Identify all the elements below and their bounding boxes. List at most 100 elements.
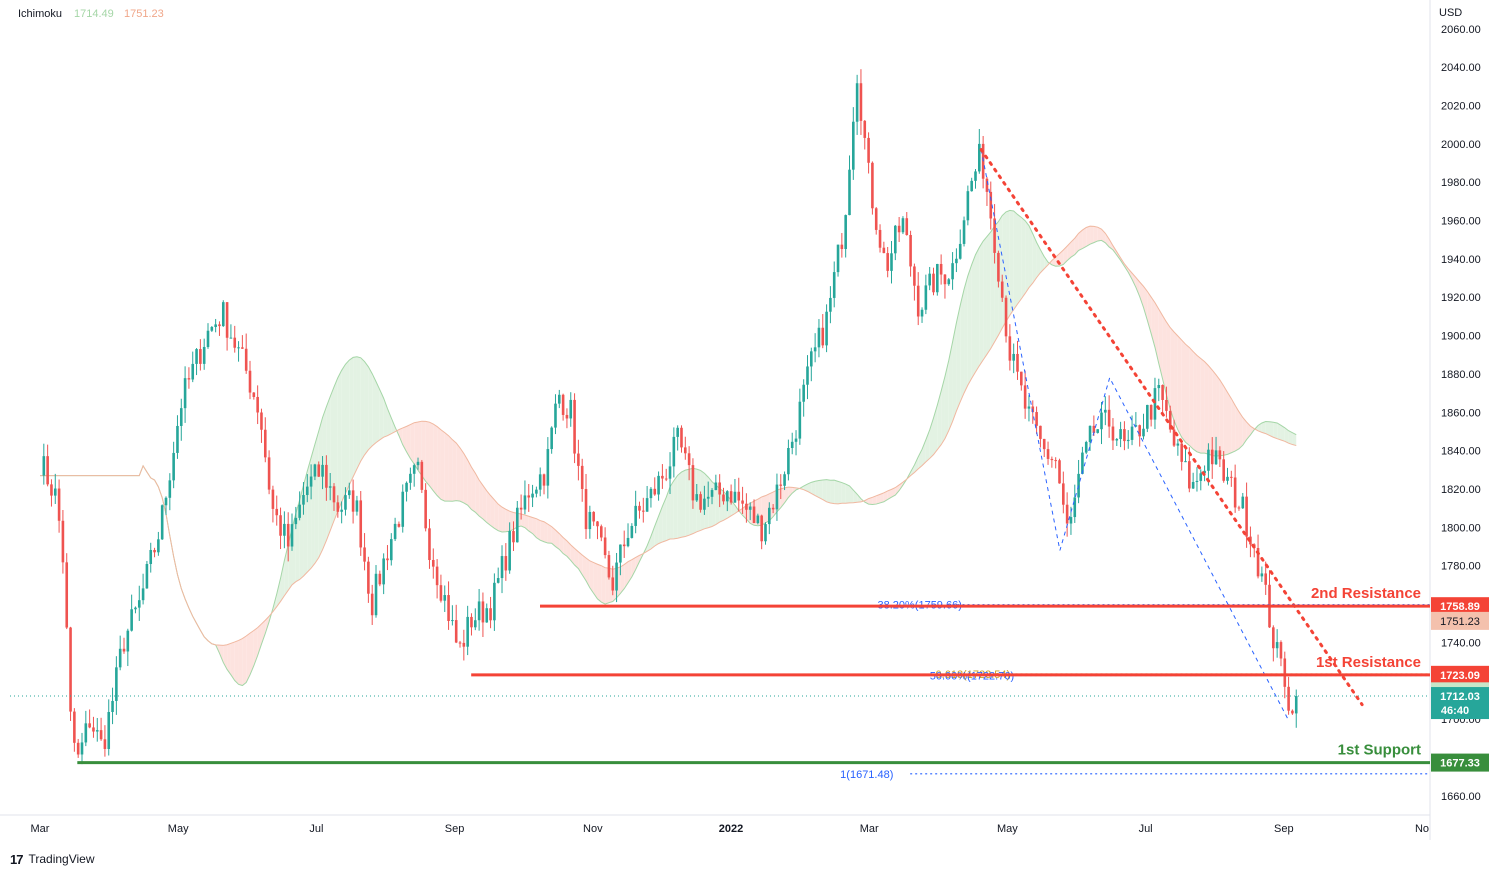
candle-body <box>252 392 256 397</box>
cloud-segment <box>490 495 495 529</box>
candle-body <box>832 272 836 298</box>
candle-body <box>1149 404 1153 420</box>
cloud-segment <box>1059 250 1064 267</box>
candle-body <box>569 399 573 419</box>
cloud-segment <box>876 494 881 505</box>
downtrend-line <box>979 148 1364 707</box>
drawings: 38.20%(1759.66)0.618(1723.54)50.00%(1722… <box>10 148 1430 781</box>
grid-layer <box>0 0 1431 840</box>
cloud-segment <box>234 640 239 685</box>
cloud-segment <box>998 215 1003 336</box>
cloud-segment <box>1238 411 1243 449</box>
price-tick-label: 1860.00 <box>1441 407 1481 419</box>
candle-body <box>989 191 993 219</box>
candle-body <box>1168 410 1172 430</box>
candle-body <box>913 266 916 286</box>
candle-body <box>1172 429 1176 446</box>
candle-body <box>668 466 672 479</box>
candle-body <box>1054 460 1057 462</box>
candle-body <box>325 464 328 488</box>
cloud-segment <box>1265 421 1270 436</box>
candle-body <box>99 730 103 740</box>
cloud-segment <box>1036 242 1041 278</box>
candle-body <box>897 225 901 233</box>
time-tick-label: Mar <box>31 823 50 835</box>
tradingview-branding[interactable]: 17 TradingView <box>10 850 95 868</box>
cloud-segment <box>830 480 835 504</box>
cloud-segment <box>1242 417 1247 446</box>
cloud-segment <box>597 564 602 603</box>
candle-body <box>1020 371 1023 386</box>
candle-body <box>603 537 607 556</box>
candle-body <box>794 438 798 442</box>
candle-body <box>130 609 133 631</box>
cloud-segment <box>330 386 335 531</box>
cloud-segment <box>624 561 629 589</box>
candle-body <box>703 498 706 510</box>
cloud-segment <box>841 482 846 504</box>
candle-body <box>500 556 504 579</box>
candle-body <box>1138 425 1141 437</box>
candle-body <box>962 220 966 244</box>
cloud-segment <box>666 486 671 541</box>
candle-body <box>611 577 615 591</box>
candle-body <box>825 311 828 346</box>
cloud-segment <box>410 422 415 465</box>
cloud-segment <box>887 489 892 500</box>
candle-body <box>756 515 760 524</box>
candle-body <box>1069 517 1073 524</box>
candle-body <box>115 667 118 701</box>
candle-body <box>561 394 565 415</box>
candle-body <box>1142 428 1145 437</box>
cloud-segment <box>521 514 525 528</box>
candle-body <box>1062 483 1065 505</box>
tradingview-logo-icon: 17 <box>10 851 24 867</box>
time-axis[interactable]: Mar May Jul Sep Nov 2022 Mar May Jul Sep No <box>31 823 1430 835</box>
candle-body <box>118 648 122 668</box>
cloud-segment <box>532 517 537 538</box>
candle-body <box>584 489 588 530</box>
indicator-name: Ichimoku <box>18 8 62 20</box>
cloud-segment <box>356 356 361 469</box>
cloud-segment <box>918 449 923 469</box>
candle-body <box>512 531 515 543</box>
time-tick-label: Jul <box>309 823 323 835</box>
price-axis[interactable]: 2060.00 2040.00 2020.00 2000.00 1980.00 1960.… <box>1431 24 1489 803</box>
cloud-segment <box>582 554 587 581</box>
cloud-segment <box>238 638 243 686</box>
candle-body <box>431 559 435 567</box>
cloud-segment <box>880 492 884 503</box>
candle-body <box>351 490 355 512</box>
cloud-segment <box>349 357 354 486</box>
candle-body <box>485 608 489 623</box>
cloud-segment <box>1181 340 1186 443</box>
candle-body <box>107 711 111 749</box>
candle-body <box>397 523 401 527</box>
price-tick-label: 1960.00 <box>1441 216 1481 228</box>
candle-body <box>1042 438 1046 450</box>
level-name: 1st Resistance <box>1316 654 1421 671</box>
candle-body <box>199 349 202 364</box>
cloud-segment <box>536 518 541 541</box>
candle-body <box>462 642 466 647</box>
legend: Ichimoku 1714.49 1751.23 USD <box>18 7 1462 20</box>
candle-body <box>290 524 294 547</box>
candle-body <box>599 526 603 538</box>
candle-body <box>985 178 989 192</box>
candle-body <box>890 253 893 271</box>
candle-body <box>1210 449 1214 465</box>
cloud-segment <box>1227 392 1232 455</box>
candle-body <box>412 465 416 474</box>
cloud-segment <box>1139 281 1144 308</box>
ichimoku-price-text: 1751.23 <box>1440 616 1480 628</box>
candle-body <box>370 593 374 616</box>
candle-body <box>607 555 611 578</box>
candle-body <box>191 363 195 380</box>
indicator-value-1: 1714.49 <box>74 8 114 20</box>
candle-body <box>626 537 630 547</box>
time-tick-label: 2022 <box>719 823 743 835</box>
cloud-segment <box>326 396 331 541</box>
cloud-segment <box>948 341 953 431</box>
